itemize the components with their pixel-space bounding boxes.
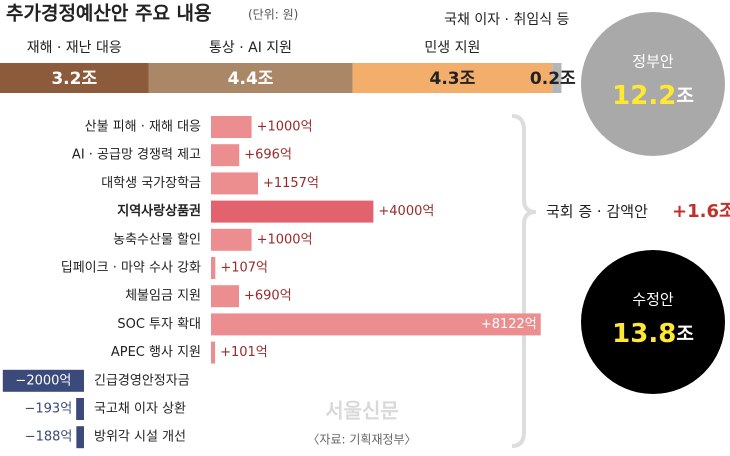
title: 추가경정예산안 주요 내용 (6, 3, 212, 25)
bar (211, 285, 240, 308)
value-label: −188억 (25, 430, 73, 445)
category-label: 국채 이자 · 취임식 등 (444, 12, 569, 28)
revised-circle (581, 250, 725, 394)
bar (211, 341, 216, 364)
category-label: APEC 행사 지원 (111, 344, 201, 360)
amount-unit: 조 (676, 85, 693, 107)
category-label: 통상 · AI 지원 (209, 40, 292, 56)
amount: 12.2 (612, 81, 676, 111)
value-label: −193억 (24, 402, 72, 417)
government-circle (581, 12, 725, 156)
adjustment-label: 국회 증 · 감액안 (546, 203, 648, 221)
category-label: AI · 공급망 경쟁력 제고 (72, 148, 201, 163)
bar (76, 426, 84, 449)
bar (211, 200, 374, 223)
watermark: 서울신문 (325, 399, 399, 423)
amount: 13.8 (612, 319, 676, 349)
value-label: +4000억 (378, 204, 434, 219)
bar (211, 172, 258, 195)
category-label: 농축수산물 할인 (113, 232, 201, 247)
stack-segment (352, 63, 553, 93)
category-label: SOC 투자 확대 (117, 317, 201, 332)
bar (211, 313, 541, 336)
category-label: 산불 피해 · 재해 대응 (85, 120, 201, 135)
category-label: 딥페이크 · 마약 수사 강화 (61, 261, 201, 276)
category-label: 대학생 국가장학금 (101, 176, 201, 191)
bar (211, 257, 216, 279)
category-label: 민생 지원 (424, 40, 480, 56)
unit: (단위: 원) (248, 8, 298, 22)
stack-segment (552, 63, 562, 93)
revised-label: 수정안 (632, 291, 674, 309)
bar (2, 369, 84, 392)
adjustment-amount: +1.6조 (672, 201, 730, 222)
value-label: +1000억 (257, 232, 313, 247)
bar (211, 144, 240, 167)
bracket (511, 114, 537, 448)
category-label: 재해 · 재난 대응 (27, 40, 122, 56)
value-label: −2000억 (15, 373, 71, 388)
category-label: 국고채 이자 상환 (94, 402, 186, 417)
value-label: +696억 (244, 148, 292, 163)
value-label: +690억 (244, 289, 292, 304)
segment-label: 4.4조 (228, 69, 274, 89)
bar (211, 116, 252, 138)
bar (76, 398, 84, 420)
category-label: 긴급경영안정자금 (94, 373, 190, 388)
government-amount: 12.2조 (612, 81, 694, 111)
value-label: +107억 (220, 261, 268, 276)
bar (211, 228, 252, 251)
segment-label: 0.2조 (530, 69, 576, 89)
value-label: +8122억 (481, 317, 537, 332)
value-label: +101억 (220, 345, 268, 360)
stack-segment (0, 63, 149, 93)
amount-unit: 조 (676, 323, 693, 345)
segment-label: 3.2조 (51, 69, 97, 89)
stack-segment (148, 63, 353, 93)
source: 〈자료: 기획재정부〉 (307, 433, 416, 447)
value-label: +1000억 (257, 120, 313, 135)
category-label: 지역사랑상품권 (117, 203, 201, 219)
revised-amount: 13.8조 (612, 319, 694, 349)
segment-label: 4.3조 (430, 69, 476, 89)
category-label: 체불임금 지원 (125, 289, 201, 304)
government-label: 정부안 (632, 53, 674, 71)
category-label: 방위각 시설 개선 (94, 430, 186, 445)
value-label: +1157억 (263, 176, 319, 191)
